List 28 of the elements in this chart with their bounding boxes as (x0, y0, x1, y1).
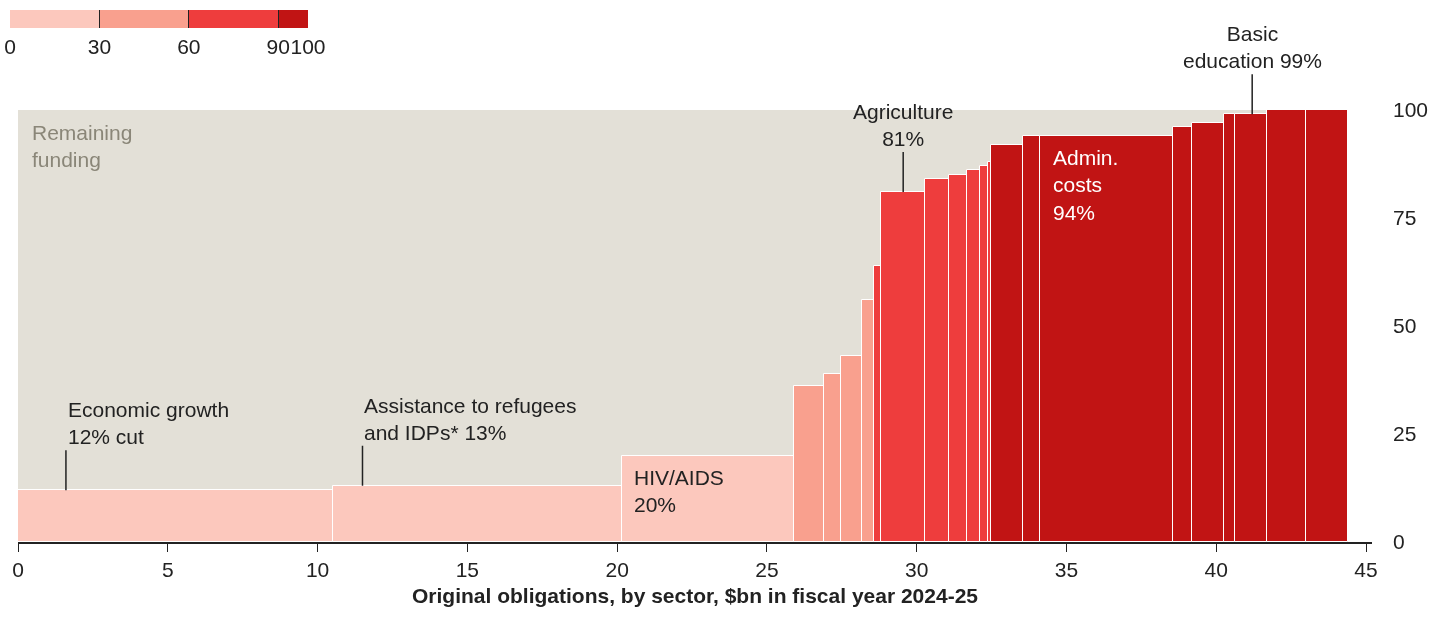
x-tick-label: 35 (1054, 557, 1079, 581)
annotation: Basic education 99% (1183, 22, 1322, 73)
color-bar-label: 90 (266, 34, 290, 58)
y-tick-label: 25 (1393, 422, 1417, 446)
x-tick-label: 25 (755, 557, 779, 581)
color-bar-label: 60 (177, 34, 201, 58)
x-tick-label: 45 (1354, 557, 1378, 581)
annotation: Assistance to refugees and IDPs* 13% (364, 394, 577, 445)
annotation: Economic growth 12% cut (68, 398, 230, 449)
color-bar-label: 0 (4, 34, 16, 58)
annotation: Admin. costs 94% (1053, 146, 1119, 224)
y-tick-label: 0 (1393, 530, 1405, 554)
x-tick-label: 0 (12, 557, 24, 581)
y-tick-label: 75 (1393, 206, 1417, 230)
x-tick-label: 20 (605, 557, 629, 581)
band-label: Remaining funding (32, 121, 133, 172)
annotation: HIV/AIDS 20% (634, 466, 724, 517)
color-bar-label: 30 (87, 34, 112, 58)
x-tick-label: 40 (1204, 557, 1228, 581)
annotation: Agriculture 81% (853, 100, 954, 151)
y-tick-label: 100 (1393, 98, 1429, 122)
x-axis-title: Original obligations, by sector, $bn in fiscal year 2024-25 (411, 583, 979, 607)
color-bar-label: 100 (290, 34, 326, 58)
x-tick-label: 15 (455, 557, 480, 581)
y-tick-label: 50 (1393, 314, 1417, 338)
x-tick-label: 10 (305, 557, 330, 581)
x-tick-label: 30 (904, 557, 929, 581)
x-tick-label: 5 (161, 557, 174, 581)
